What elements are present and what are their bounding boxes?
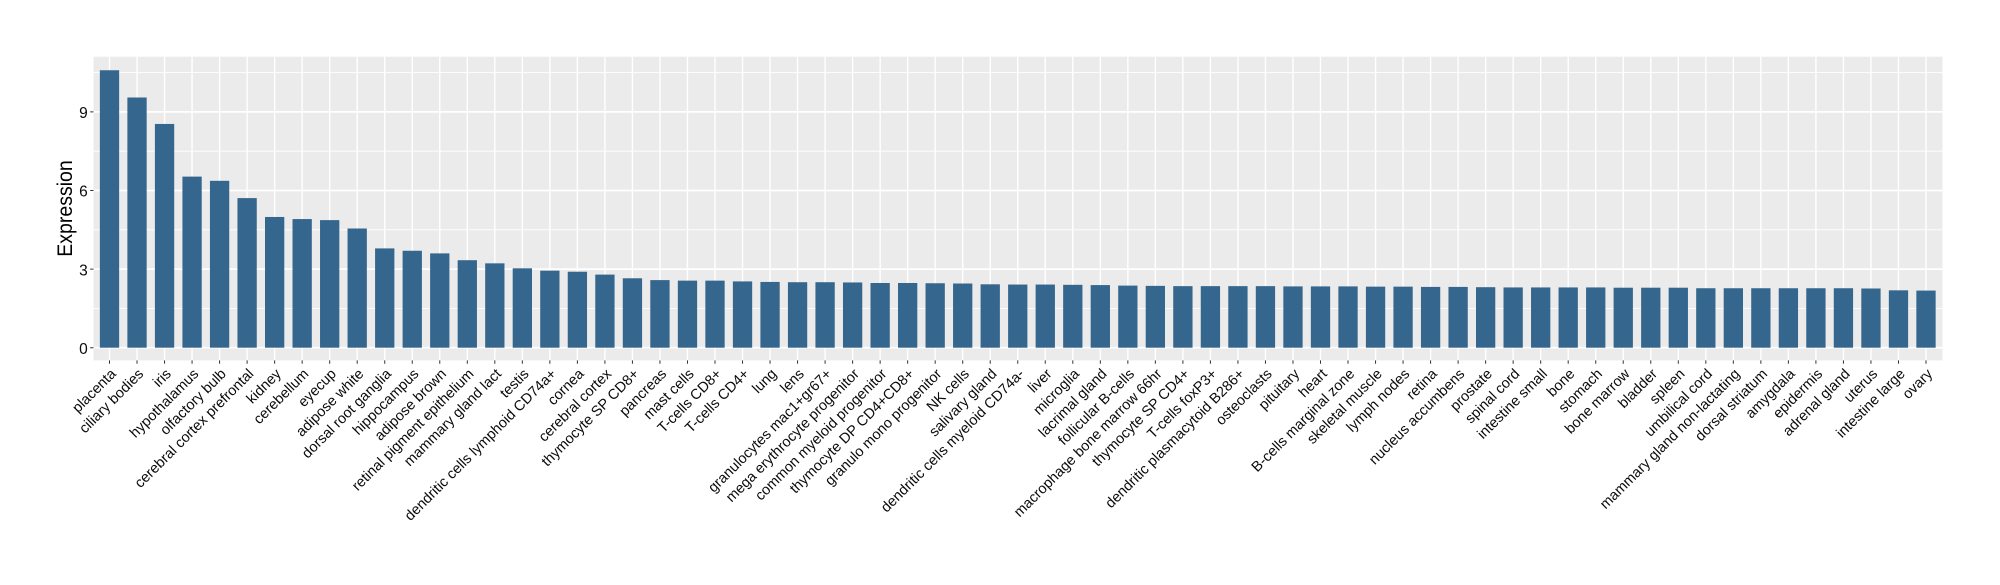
- svg-text:3: 3: [79, 262, 88, 279]
- svg-text:Expression: Expression: [54, 160, 77, 257]
- svg-text:6: 6: [79, 184, 88, 201]
- svg-text:0: 0: [79, 341, 88, 358]
- svg-text:9: 9: [79, 105, 88, 122]
